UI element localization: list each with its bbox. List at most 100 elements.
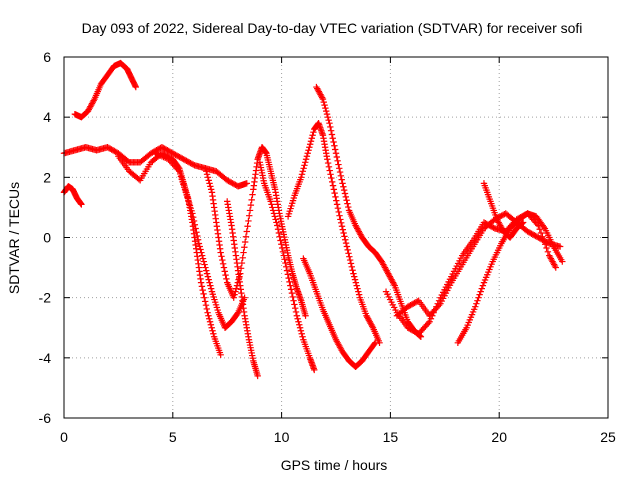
data-point: [197, 279, 205, 286]
data-point: [333, 197, 340, 204]
y-axis-label: SDTVAR / TECUs: [6, 182, 22, 294]
data-point: [283, 267, 291, 274]
data-point: [336, 168, 344, 176]
data-point: [222, 271, 229, 279]
data-point: [347, 260, 355, 267]
data-point: [336, 165, 343, 172]
data-point: [298, 330, 305, 337]
data-point: [198, 283, 206, 290]
data-point: [331, 142, 338, 149]
data-point: [299, 333, 306, 340]
data-point: [341, 190, 349, 197]
x-tick-label: 0: [60, 429, 68, 445]
data-point: [193, 229, 200, 236]
y-tick-label: 0: [43, 230, 51, 246]
data-point: [309, 132, 316, 139]
data-point: [472, 303, 479, 310]
data-point: [207, 186, 215, 193]
data-point: [330, 138, 337, 146]
data-point: [330, 186, 338, 193]
data-point: [200, 258, 208, 265]
data-point: [368, 323, 376, 330]
data-point: [340, 186, 348, 194]
data-point: [340, 229, 347, 237]
data-point: [332, 150, 340, 157]
data-point: [290, 297, 297, 304]
data-point: [435, 297, 443, 304]
data-point: [559, 258, 566, 265]
data-point: [351, 273, 358, 280]
data-point: [351, 276, 359, 283]
data-point: [287, 282, 294, 289]
data-point: [556, 243, 564, 250]
data-point: [231, 291, 238, 298]
data-series: [454, 210, 566, 346]
data-point: [326, 167, 333, 174]
data-point: [332, 193, 339, 201]
data-point: [254, 372, 261, 380]
data-point: [323, 110, 331, 118]
data-point: [297, 327, 305, 334]
data-point: [327, 127, 335, 134]
data-point: [300, 165, 307, 172]
data-point: [246, 207, 254, 214]
data-point: [293, 312, 301, 319]
x-tick-label: 5: [169, 429, 177, 445]
data-point: [205, 177, 212, 184]
data-point: [190, 217, 198, 225]
data-point: [324, 159, 332, 167]
data-point: [217, 249, 224, 256]
data-point: [274, 222, 281, 229]
data-point: [331, 189, 338, 197]
data-point: [285, 274, 292, 282]
data-point: [294, 315, 301, 322]
data-point: [519, 219, 527, 226]
data-point: [296, 324, 304, 331]
data-point: [333, 153, 341, 161]
data-point: [207, 282, 214, 289]
data-point: [203, 168, 210, 175]
data-point: [353, 282, 360, 289]
data-point: [306, 141, 314, 148]
data-point: [320, 98, 327, 106]
data-point: [346, 253, 353, 260]
y-tick-label: 2: [43, 169, 51, 185]
data-series: [284, 119, 383, 346]
data-point: [551, 262, 559, 270]
data-point: [288, 289, 296, 297]
data-point: [242, 233, 250, 240]
data-point: [324, 113, 332, 121]
data-point: [243, 228, 250, 235]
data-point: [269, 204, 276, 211]
data-point: [306, 144, 313, 151]
data-point: [201, 261, 208, 268]
data-point: [244, 223, 251, 230]
data-point: [552, 264, 559, 271]
x-tick-label: 15: [383, 429, 399, 445]
data-point: [241, 238, 249, 246]
data-point: [430, 309, 437, 316]
data-point: [246, 212, 253, 219]
data-point: [355, 288, 362, 295]
data-point: [318, 94, 326, 101]
data-point: [247, 201, 255, 209]
data-point: [429, 312, 436, 319]
y-tick-label: -4: [39, 350, 52, 366]
data-point: [201, 294, 208, 301]
data-point: [132, 83, 140, 91]
data-point: [210, 330, 217, 337]
data-point: [328, 131, 336, 138]
data-point: [268, 201, 275, 208]
data-point: [539, 233, 546, 240]
y-tick-label: -6: [39, 410, 52, 426]
data-point: [189, 210, 196, 217]
data-point: [536, 226, 543, 233]
data-point: [473, 300, 480, 307]
data-series: [152, 150, 248, 331]
x-axis-label: GPS time / hours: [281, 457, 388, 473]
data-point: [371, 340, 378, 348]
data-point: [322, 104, 329, 112]
data-point: [295, 318, 302, 325]
